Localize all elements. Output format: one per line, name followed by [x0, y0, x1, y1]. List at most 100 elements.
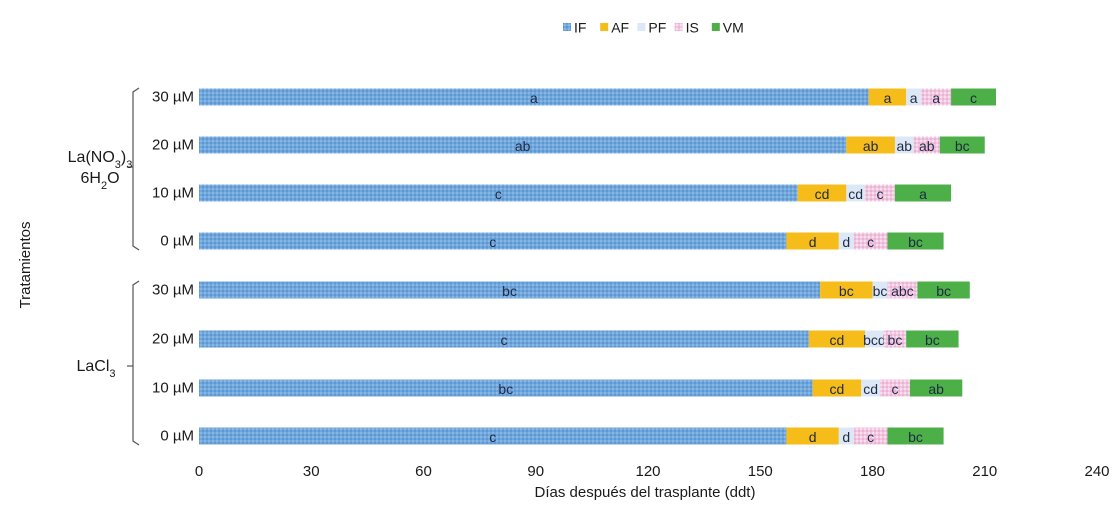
legend-swatch-vm — [711, 23, 720, 31]
bar-letter-label: bc — [888, 332, 903, 348]
bar-letter-label: bc — [498, 381, 513, 397]
bar-is-0-3 — [853, 232, 888, 250]
bar-letter-label: d — [842, 429, 850, 445]
chart-legend: IF AF PF IS VM — [563, 20, 744, 36]
x-tick-label: 150 — [748, 463, 773, 480]
bar-is-0-2 — [865, 184, 895, 202]
x-axis-title: Días después del trasplante (ddt) — [535, 484, 756, 501]
bar-letter-label: bc — [925, 332, 940, 348]
group-labels: La(NO3)3 6H2O LaCl3 — [68, 87, 140, 446]
legend-swatch-if — [563, 23, 571, 31]
bar-vm-0-1 — [939, 136, 985, 154]
x-tick-label: 180 — [860, 463, 885, 480]
x-axis-ticks: 0 30 60 90 120 150 180 210 240 — [195, 463, 1110, 480]
bar-letter-label: ab — [919, 138, 935, 154]
bar-letter-label: c — [867, 234, 874, 250]
bar-af-0-3 — [786, 232, 839, 250]
category-label: 30 µM — [152, 89, 194, 106]
bar-vm-0-3 — [887, 232, 944, 250]
group-bracket-line — [132, 280, 140, 446]
x-tick-label: 210 — [972, 463, 997, 480]
bar-letter-label: cd — [863, 381, 878, 397]
group-label-lachloride: LaCl3 — [76, 358, 115, 380]
bar-is-0-1 — [913, 136, 940, 154]
bar-letter-label: c — [495, 186, 502, 202]
group-label-lanitrate: La(NO3)3 — [68, 149, 133, 171]
bar-if-0-1 — [199, 136, 847, 154]
legend-label-is: IS — [686, 20, 699, 36]
x-tick-label: 240 — [1084, 463, 1109, 480]
bar-letter-label: d — [809, 429, 817, 445]
bar-letter-label: ab — [515, 138, 531, 154]
group-bracket-lachloride — [127, 280, 140, 446]
bar-letter-label: ab — [863, 138, 879, 154]
legend-label-pf: PF — [648, 20, 666, 36]
x-tick-label: 0 — [195, 463, 203, 480]
category-label: 10 µM — [152, 380, 194, 397]
bar-letter-label: cd — [830, 381, 845, 397]
bar-letter-label: c — [891, 381, 898, 397]
bar-af-1-1 — [808, 330, 866, 348]
group-bracket-line — [132, 87, 140, 251]
bar-letter-label: a — [530, 90, 538, 106]
bar-is-1-0 — [887, 281, 918, 299]
x-tick-label: 90 — [527, 463, 544, 480]
bar-letter-label: d — [809, 234, 817, 250]
bar-pf-1-1 — [865, 330, 884, 348]
bar-vm-1-1 — [906, 330, 959, 348]
bar-letter-label: c — [489, 234, 496, 250]
bar-vm-0-0 — [951, 88, 996, 106]
bar-af-0-0 — [868, 88, 907, 106]
bar-letter-label: ab — [928, 381, 944, 397]
bar-pf-0-0 — [906, 88, 922, 106]
bar-pf-0-1 — [894, 136, 914, 154]
category-label: 20 µM — [152, 137, 194, 154]
bar-letter-label: a — [884, 90, 892, 106]
bar-letter-label: cd — [815, 186, 830, 202]
bar-if-1-2 — [199, 379, 813, 397]
bar-letter-label: c — [867, 429, 874, 445]
bar-is-1-1 — [883, 330, 907, 348]
bar-letter-label: cd — [848, 186, 863, 202]
category-label: 0 µM — [160, 233, 194, 250]
bar-if-1-3 — [199, 427, 787, 445]
bar-vm-1-3 — [887, 427, 944, 445]
bar-af-0-1 — [846, 136, 895, 154]
bar-if-0-0 — [199, 88, 869, 106]
bar-letter-label: bc — [908, 429, 923, 445]
bar-letter-label: bc — [502, 283, 517, 299]
category-label: 30 µM — [152, 282, 194, 299]
legend-swatch-af — [600, 23, 609, 31]
bar-if-1-1 — [199, 330, 809, 348]
bar-letter-label: c — [500, 332, 507, 348]
legend-label-vm: VM — [723, 20, 744, 36]
group-bracket-lanitrate — [127, 87, 140, 251]
legend-label-if: IF — [574, 20, 586, 36]
bar-vm-1-0 — [917, 281, 970, 299]
x-tick-label: 120 — [635, 463, 660, 480]
bar-is-1-3 — [853, 427, 888, 445]
legend-swatch-is — [674, 23, 683, 31]
bar-af-1-0 — [820, 281, 873, 299]
bar-af-1-2 — [812, 379, 862, 397]
bar-pf-1-0 — [872, 281, 888, 299]
bar-vm-0-2 — [894, 184, 952, 202]
bar-letter-label: bc — [936, 283, 951, 299]
bar-letter-label: cd — [830, 332, 845, 348]
bar-letter-label: bc — [839, 283, 854, 299]
legend-swatch-pf — [637, 23, 646, 31]
bar-letter-label: c — [970, 90, 977, 106]
bar-af-1-3 — [786, 427, 839, 445]
bar-is-1-2 — [879, 379, 910, 397]
bar-letter-label: c — [876, 186, 883, 202]
bar-pf-1-2 — [861, 379, 880, 397]
bar-if-0-3 — [199, 232, 787, 250]
x-tick-label: 60 — [415, 463, 432, 480]
bar-letter-label: bc — [955, 138, 970, 154]
legend-label-af: AF — [611, 20, 629, 36]
bar-if-1-0 — [199, 281, 821, 299]
bar-letter-label: bcd — [863, 332, 886, 348]
group-label-lanitrate-line2: 6H2O — [80, 170, 119, 192]
